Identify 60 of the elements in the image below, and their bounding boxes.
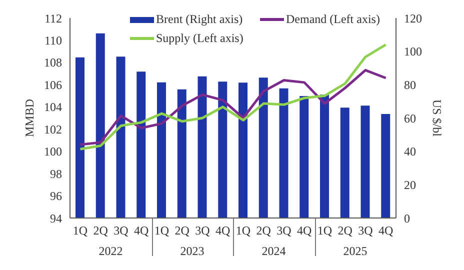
bar (381, 114, 390, 218)
x-tick-label: 3Q (276, 224, 292, 238)
line-series (78, 68, 388, 146)
y2-tick-label: 20 (404, 178, 416, 192)
bar (116, 56, 126, 218)
x-tick-label: 1Q (317, 224, 332, 238)
x-tick-label: 2Q (174, 224, 190, 238)
x-tick-label: 4Q (296, 224, 312, 238)
y2-axis-title: US $/bl (430, 99, 444, 138)
y-axis-title: MMBD (22, 98, 36, 138)
y2-tick-label: 60 (404, 111, 416, 126)
bar (96, 33, 105, 218)
bar (238, 82, 248, 218)
x-tick-label: 4Q (215, 224, 230, 238)
x-tick-label: 4Q (378, 224, 394, 238)
bar (340, 108, 350, 218)
legend-label: Supply (Left axis) (156, 31, 244, 46)
x-tick-label: 2Q (256, 224, 272, 238)
y-tick-label: 106 (44, 78, 62, 92)
y2-tick-label: 0 (404, 211, 410, 226)
line-series (78, 43, 388, 150)
bar (218, 82, 228, 218)
y-tick-label: 94 (50, 211, 62, 226)
x-tick-label: 1Q (154, 224, 170, 238)
x-tick-label: 3Q (195, 224, 210, 238)
y-tick-label: 110 (44, 33, 62, 48)
y-tick-label: 102 (44, 122, 62, 136)
bar (76, 57, 84, 218)
x-tick-label: 2Q (338, 224, 353, 238)
bar (177, 89, 186, 218)
bar (258, 78, 268, 218)
x-tick-label: 1Q (236, 224, 251, 238)
bar (136, 72, 146, 218)
y-tick-label: 104 (44, 100, 62, 114)
y2-tick-label: 120 (404, 11, 422, 26)
x-tick-label: 3Q (358, 224, 374, 238)
y-tick-label: 108 (44, 56, 62, 70)
bar (157, 82, 166, 218)
x-tick-label: 4Q (134, 224, 149, 238)
y-tick-label: 96 (50, 189, 62, 204)
x-tick-label: 2Q (93, 224, 108, 238)
y2-tick-label: 40 (404, 144, 416, 159)
text: 2025 (342, 244, 368, 259)
bar (320, 94, 329, 218)
bar (360, 106, 370, 218)
x-tick-label: 1Q (72, 224, 88, 238)
bar (198, 76, 207, 218)
bar (279, 88, 288, 218)
text: 2023 (179, 244, 206, 259)
y-tick-label: 98 (50, 166, 62, 181)
legend-label: Demand (Left axis) (286, 12, 380, 27)
x-tick-label: 3Q (114, 224, 129, 238)
y-tick-label: 100 (44, 144, 62, 159)
text: 2022 (98, 244, 124, 259)
bar (300, 96, 309, 218)
y-tick-label: 112 (44, 11, 62, 26)
text: 2024 (260, 244, 287, 259)
y2-tick-label: 80 (404, 78, 416, 92)
legend-label: Brent (Right axis) (156, 12, 243, 27)
y2-tick-label: 100 (404, 44, 422, 59)
